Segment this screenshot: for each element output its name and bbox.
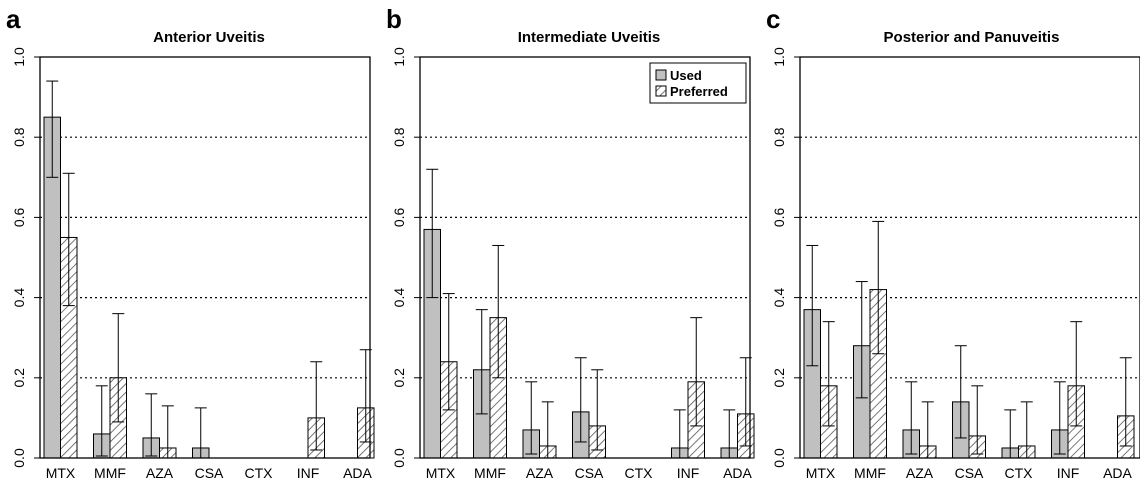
panel-title: Posterior and Panuveitis (884, 29, 1060, 46)
y-tick-label: 0.6 (11, 207, 27, 227)
x-category-label: CSA (955, 465, 984, 481)
plot-frame (799, 56, 1140, 459)
x-category-label: CSA (195, 465, 224, 481)
x-category-label: MMF (474, 465, 506, 481)
y-tick-label: 1.0 (771, 47, 787, 67)
x-category-label: AZA (526, 465, 554, 481)
y-tick-label: 0.8 (771, 127, 787, 147)
panel-letter: c (766, 4, 780, 34)
y-tick-label: 1.0 (11, 47, 27, 67)
y-tick-label: 1.0 (391, 47, 407, 67)
legend-label-used: Used (670, 68, 702, 83)
chart-panel-c: c Posterior and Panuveitis 0.0 0.2 0.4 0.6 0.8… (766, 4, 1140, 481)
x-category-label: INF (297, 465, 320, 481)
y-tick-label: 0.0 (771, 448, 787, 468)
chart-panel-a: a Anterior Uveitis 0.0 0.2 0.4 0.6 0.8 1.0 MTX MM… (6, 4, 375, 481)
x-category-label: ADA (723, 465, 752, 481)
panel-letter: a (6, 4, 21, 34)
x-category-label: INF (677, 465, 700, 481)
x-category-label: CTX (625, 465, 654, 481)
x-category-label: MTX (426, 465, 456, 481)
y-tick-label: 0.8 (11, 127, 27, 147)
y-tick-label: 0.4 (771, 288, 787, 308)
panel-letter: b (386, 4, 402, 34)
plot-frame (39, 56, 371, 459)
y-tick-label: 0.4 (391, 288, 407, 308)
x-category-label: CSA (575, 465, 604, 481)
x-category-label: MTX (46, 465, 76, 481)
x-category-label: MTX (806, 465, 836, 481)
x-category-label: MMF (854, 465, 886, 481)
x-category-label: MMF (94, 465, 126, 481)
y-tick-label: 0.0 (11, 448, 27, 468)
panel-title: Anterior Uveitis (153, 29, 265, 46)
x-category-label: ADA (343, 465, 372, 481)
y-tick-label: 0.8 (391, 127, 407, 147)
y-tick-label: 0.2 (771, 368, 787, 388)
x-category-label: AZA (906, 465, 934, 481)
y-tick-label: 0.4 (11, 288, 27, 308)
legend-swatch-preferred (655, 85, 667, 97)
y-tick-label: 0.0 (391, 448, 407, 468)
legend-label-preferred: Preferred (670, 84, 728, 99)
x-category-label: INF (1057, 465, 1080, 481)
x-category-label: CTX (245, 465, 274, 481)
y-tick-label: 0.2 (11, 368, 27, 388)
y-tick-label: 0.6 (391, 207, 407, 227)
chart-panel-b: b Intermediate Uveitis 0.0 0.2 0.4 0.6 0.8 1.0 M… (386, 4, 755, 481)
y-tick-label: 0.2 (391, 368, 407, 388)
plot-frame (419, 56, 751, 459)
legend-swatch-used (655, 69, 667, 81)
panel-title: Intermediate Uveitis (518, 29, 661, 46)
x-category-label: AZA (146, 465, 174, 481)
x-category-label: ADA (1103, 465, 1132, 481)
x-category-label: CTX (1005, 465, 1034, 481)
y-tick-label: 0.6 (771, 207, 787, 227)
